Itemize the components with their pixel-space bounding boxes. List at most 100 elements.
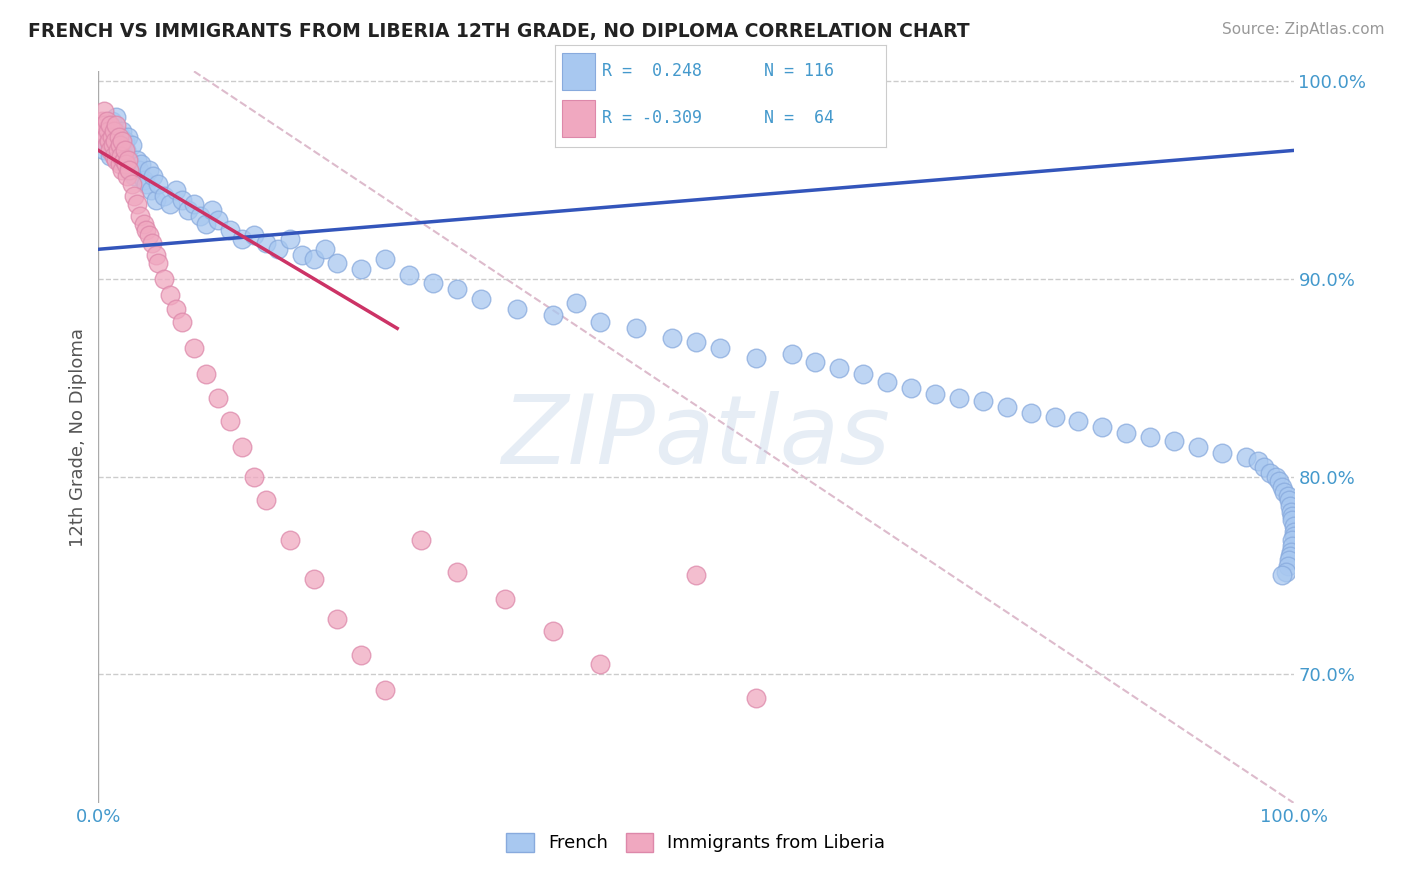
Point: [128, 163, 150, 178]
Point: [118, 153, 141, 168]
Point: [374, 252, 396, 267]
Point: [91, 123, 114, 137]
Point: [125, 153, 148, 168]
Point: [110, 149, 132, 163]
Point: [98, 118, 122, 132]
Point: [254, 493, 277, 508]
Point: [188, 209, 211, 223]
Point: [110, 137, 132, 152]
Point: [117, 129, 139, 144]
Point: [159, 196, 181, 211]
Point: [1272, 485, 1295, 500]
Point: [183, 196, 205, 211]
Point: [100, 129, 122, 144]
Point: [118, 163, 141, 178]
Point: [278, 232, 301, 246]
Point: [1253, 459, 1275, 474]
Point: [141, 236, 163, 251]
Point: [131, 157, 153, 171]
Point: [104, 123, 127, 137]
Point: [117, 153, 139, 168]
Point: [1282, 519, 1305, 533]
Point: [565, 295, 588, 310]
Point: [302, 573, 325, 587]
Point: [207, 212, 229, 227]
Point: [1019, 406, 1042, 420]
Point: [121, 177, 143, 191]
Point: [350, 648, 373, 662]
Point: [1278, 552, 1301, 566]
Point: [111, 163, 134, 178]
FancyBboxPatch shape: [562, 100, 595, 137]
Point: [589, 315, 612, 329]
Point: [105, 153, 128, 168]
Point: [207, 391, 229, 405]
Point: [96, 137, 118, 152]
Point: [1187, 440, 1209, 454]
Point: [219, 222, 242, 236]
Point: [111, 123, 134, 137]
Point: [107, 134, 129, 148]
Point: [924, 386, 946, 401]
Point: [101, 137, 124, 152]
Point: [91, 113, 114, 128]
Point: [1278, 549, 1301, 563]
Y-axis label: 12th Grade, No Diploma: 12th Grade, No Diploma: [69, 327, 87, 547]
Text: ZIPatlas: ZIPatlas: [502, 391, 890, 483]
Point: [132, 217, 155, 231]
Point: [374, 683, 396, 698]
Point: [243, 228, 266, 243]
Point: [107, 153, 129, 168]
Point: [172, 193, 194, 207]
Point: [132, 173, 155, 187]
Point: [302, 252, 325, 267]
Point: [177, 202, 200, 217]
Point: [98, 134, 121, 148]
Point: [1281, 533, 1303, 547]
Point: [1258, 466, 1281, 480]
Text: FRENCH VS IMMIGRANTS FROM LIBERIA 12TH GRADE, NO DIPLOMA CORRELATION CHART: FRENCH VS IMMIGRANTS FROM LIBERIA 12TH G…: [28, 22, 970, 41]
Point: [1277, 558, 1299, 573]
Point: [219, 414, 242, 428]
Point: [165, 183, 187, 197]
Point: [1278, 493, 1301, 508]
Point: [195, 217, 218, 231]
Point: [93, 129, 115, 144]
Point: [98, 134, 121, 148]
Legend: French, Immigrants from Liberia: French, Immigrants from Liberia: [499, 826, 893, 860]
Point: [1268, 474, 1291, 488]
Point: [1281, 509, 1303, 524]
Point: [852, 367, 875, 381]
Point: [115, 157, 138, 171]
Point: [267, 242, 290, 256]
Point: [145, 248, 167, 262]
Point: [446, 282, 468, 296]
Point: [105, 118, 128, 132]
Point: [103, 123, 125, 137]
Point: [114, 144, 136, 158]
Point: [112, 149, 135, 163]
Point: [135, 177, 157, 191]
Point: [1278, 500, 1301, 514]
Point: [108, 128, 131, 142]
Point: [900, 381, 922, 395]
Point: [98, 118, 122, 132]
Point: [142, 169, 165, 183]
Point: [1264, 469, 1286, 483]
Point: [115, 169, 138, 183]
Point: [96, 137, 118, 152]
Point: [995, 401, 1018, 415]
Point: [172, 315, 194, 329]
Point: [115, 157, 138, 171]
Point: [1139, 430, 1161, 444]
Point: [124, 169, 146, 183]
Point: [201, 202, 224, 217]
Point: [506, 301, 529, 316]
Point: [98, 144, 122, 158]
Point: [139, 183, 162, 197]
Point: [148, 177, 170, 191]
Point: [1234, 450, 1257, 464]
Point: [195, 367, 218, 381]
Point: [94, 129, 117, 144]
Point: [107, 144, 129, 158]
